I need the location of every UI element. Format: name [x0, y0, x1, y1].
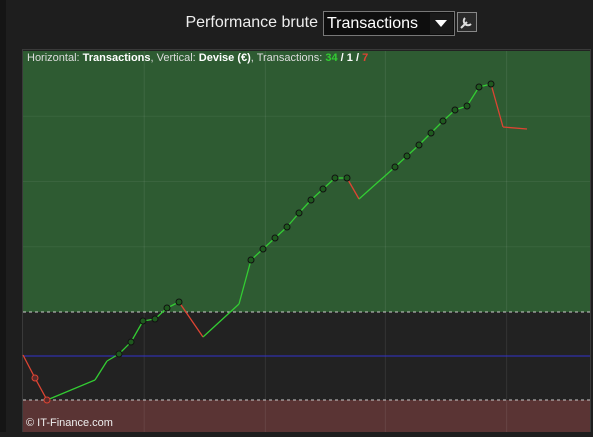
legend-h-label: Horizontal: [27, 52, 83, 64]
legend-sep2: / [353, 52, 362, 64]
panel-title: Performance brute [185, 14, 318, 31]
trade-marker [451, 106, 459, 114]
trade-marker [307, 196, 315, 204]
trade-marker [271, 234, 279, 242]
trade-marker [427, 129, 435, 137]
equity-segment [94, 360, 108, 381]
trade-marker [283, 223, 291, 231]
dropdown-arrow [435, 20, 447, 27]
trade-marker [43, 396, 51, 404]
trade-marker [31, 374, 39, 382]
trade-marker [259, 245, 267, 253]
trade-marker [151, 315, 159, 323]
legend: Horizontal: Transactions, Vertical: Devi… [27, 52, 368, 64]
equity-segment [502, 126, 528, 130]
trade-marker [343, 174, 351, 182]
trade-marker [415, 141, 423, 149]
trade-marker [403, 152, 411, 160]
trade-marker [115, 350, 123, 358]
trade-marker [163, 304, 171, 312]
legend-wins: 34 [325, 52, 338, 64]
trade-marker [127, 338, 135, 346]
legend-h-value: Transactions [83, 52, 151, 64]
equity-segment [466, 86, 480, 107]
legend-t-label: , Transactions: [251, 52, 326, 64]
profit-zone [23, 51, 590, 312]
trade-marker [319, 185, 327, 193]
left-strip [0, 0, 6, 432]
dropdown[interactable]: Transactions [323, 11, 455, 36]
dropdown-value[interactable]: Transactions [327, 15, 418, 32]
equity-segment [346, 177, 360, 200]
trade-marker [391, 163, 399, 171]
trade-marker [463, 102, 471, 110]
trade-marker [439, 117, 447, 125]
trade-marker [331, 174, 339, 182]
equity-segment [358, 166, 396, 200]
trade-marker [295, 209, 303, 217]
legend-v-label: , Vertical: [151, 52, 199, 64]
wrench-icon [460, 17, 472, 29]
trade-marker [175, 298, 183, 306]
legend-losses: 7 [362, 52, 368, 64]
footer-copyright: © IT-Finance.com [26, 417, 113, 429]
settings-button[interactable] [457, 12, 477, 32]
trade-marker [139, 317, 147, 325]
legend-sep1: / [338, 52, 347, 64]
legend-even: 1 [347, 52, 353, 64]
equity-segment [130, 320, 144, 343]
loss-zone [23, 400, 590, 432]
equity-segment [202, 303, 240, 338]
equity-segment [22, 354, 36, 379]
equity-segment [490, 83, 504, 128]
equity-segment [178, 301, 204, 338]
equity-segment [238, 259, 252, 305]
trade-marker [475, 83, 483, 91]
trade-marker [247, 256, 255, 264]
legend-v-value: Devise (€) [199, 52, 251, 64]
trade-marker [487, 80, 495, 88]
equity-segment [46, 379, 96, 401]
equity-segment [34, 377, 48, 401]
